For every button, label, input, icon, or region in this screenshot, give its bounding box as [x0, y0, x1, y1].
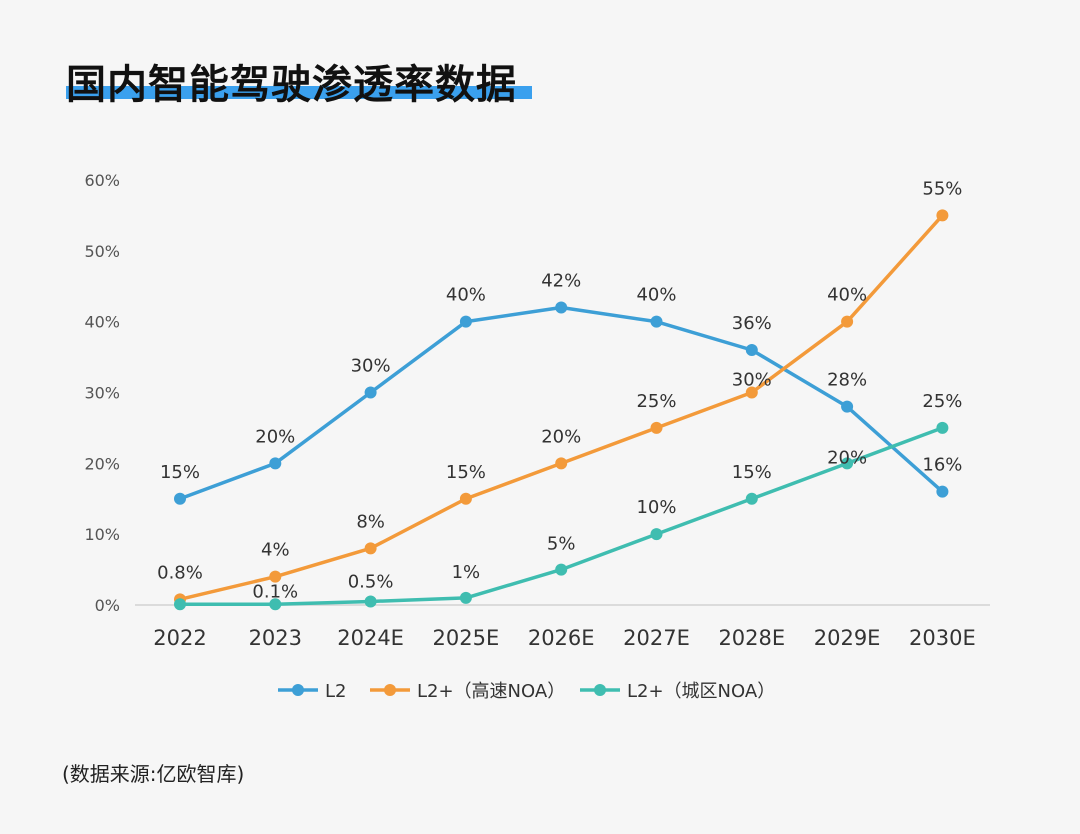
data-label: 4% — [261, 540, 290, 561]
data-label: 42% — [541, 271, 581, 292]
data-point — [936, 209, 949, 222]
data-label: 15% — [732, 462, 772, 483]
data-label: 1% — [452, 562, 481, 583]
data-point — [936, 421, 949, 434]
x-tick-label: 2027E — [623, 626, 690, 650]
legend-label: L2+（城区NOA） — [627, 681, 775, 702]
data-label: 5% — [547, 534, 576, 555]
data-point — [650, 315, 663, 328]
legend-item: L2+（城区NOA） — [580, 681, 775, 702]
legend-item: L2 — [278, 681, 346, 702]
x-tick-label: 2026E — [528, 626, 595, 650]
legend-label: L2 — [325, 681, 346, 702]
data-point — [745, 386, 758, 399]
data-label: 40% — [446, 285, 486, 306]
data-label: 30% — [732, 370, 772, 391]
data-label: 25% — [636, 391, 676, 412]
legend-layer: L2 L2+（高速NOA） L2+（城区NOA） — [278, 681, 775, 702]
data-point — [174, 598, 186, 611]
series-layer — [174, 209, 949, 611]
data-label: 8% — [356, 511, 385, 532]
data-label: 15% — [160, 462, 200, 483]
source-note: (数据来源:亿欧智库) — [62, 762, 245, 786]
title-underline — [66, 86, 532, 99]
data-point — [459, 315, 472, 328]
x-tick-label: 2030E — [909, 626, 976, 650]
title-block: 国内智能驾驶渗透率数据 — [66, 52, 532, 110]
y-tick-label: 30% — [84, 384, 120, 403]
x-tick-label: 2023 — [249, 626, 302, 650]
data-label: 25% — [922, 391, 962, 412]
data-label: 28% — [827, 370, 867, 391]
y-tick-label: 10% — [84, 525, 120, 544]
data-label: 15% — [446, 462, 486, 483]
y-tick-label: 0% — [95, 596, 120, 615]
data-point — [174, 492, 186, 505]
data-label: 30% — [351, 356, 391, 377]
data-point — [555, 563, 568, 576]
chart-title: 国内智能驾驶渗透率数据 — [66, 62, 517, 108]
data-point — [650, 421, 663, 434]
data-point — [841, 315, 854, 328]
data-label: 40% — [636, 285, 676, 306]
data-label: 0.1% — [252, 581, 298, 602]
data-point — [555, 457, 568, 470]
data-point — [364, 386, 377, 399]
data-point — [841, 457, 854, 470]
data-label: 55% — [922, 178, 962, 199]
label-layer: 15% 20% 30% 40% 42% 40% 36% 28% 16% 0.8% 4% 8% 15% 20… — [157, 178, 962, 602]
x-tick-label: 2028E — [718, 626, 785, 650]
y-tick-label: 40% — [84, 313, 120, 332]
data-point — [364, 595, 377, 608]
data-point — [555, 301, 568, 314]
x-tick-label: 2025E — [433, 626, 500, 650]
data-point — [459, 591, 472, 604]
legend-label: L2+（高速NOA） — [417, 681, 565, 702]
y-tick-label: 60% — [84, 171, 120, 190]
data-label: 20% — [541, 426, 581, 447]
data-point — [745, 344, 758, 356]
data-point — [650, 528, 663, 541]
legend-marker — [384, 684, 396, 696]
data-point — [841, 400, 854, 413]
legend-marker — [292, 684, 304, 696]
x-tick-label: 2024E — [337, 626, 404, 650]
data-label: 36% — [732, 313, 772, 334]
x-tick-label: 2022 — [153, 626, 206, 650]
data-label: 20% — [827, 447, 867, 468]
data-point — [936, 485, 949, 498]
x-tick-label: 2029E — [814, 626, 881, 650]
data-label: 40% — [827, 285, 867, 306]
data-point — [269, 598, 282, 611]
data-point — [459, 492, 472, 505]
y-tick-label: 20% — [84, 454, 120, 473]
data-label: 16% — [922, 455, 962, 476]
data-label: 20% — [255, 426, 295, 447]
data-point — [269, 570, 282, 583]
legend-item: L2+（高速NOA） — [370, 681, 565, 702]
y-tick-label: 50% — [84, 242, 120, 261]
data-point — [745, 492, 758, 505]
data-label: 0.8% — [157, 562, 203, 583]
data-label: 10% — [636, 497, 676, 518]
data-point — [364, 542, 377, 555]
data-label: 0.5% — [348, 571, 394, 592]
data-point — [269, 457, 282, 470]
legend-marker — [594, 684, 606, 696]
axis-layer: 0% 10% 20% 30% 40% 50% 60% 2022 2023 2024E 2025E 20… — [84, 171, 990, 650]
